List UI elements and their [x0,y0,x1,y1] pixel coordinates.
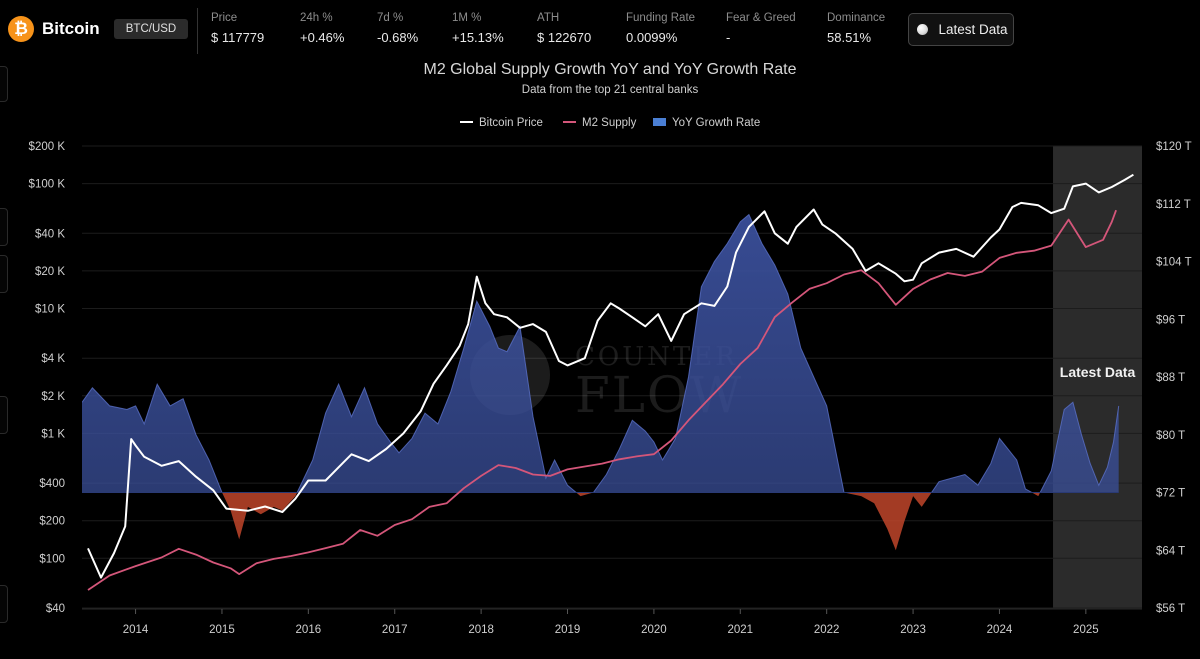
latest-data-label: Latest Data [938,22,1008,37]
stat-value: +0.46% [300,30,345,45]
right-axis-tick-label: $112 T [1156,199,1191,211]
stat-label: Funding Rate [626,12,696,24]
left-axis-tick-label: $400 [39,478,65,490]
right-axis-tick-label: $64 T [1156,545,1185,557]
left-axis-tick-label: $100 [39,553,65,565]
highlight-band-layer [1053,146,1142,608]
side-panel-tab[interactable] [0,208,8,246]
stat-label: ATH [537,12,560,24]
stat-label: 7d % [377,12,404,24]
right-axis-tick-label: $104 T [1156,257,1192,269]
x-axis-tick-label: 2016 [296,624,322,636]
stat-value: 0.0099% [626,30,678,45]
bitcoin-logo-icon: ₿ [8,16,34,42]
right-axis-tick-label: $80 T [1156,430,1185,442]
right-axis-tick-label: $96 T [1156,314,1185,326]
chart-title: M2 Global Supply Growth YoY and YoY Grow… [423,61,797,78]
stat-label: 24h % [300,12,333,24]
stat-price: Price $ 117779 [211,12,264,45]
x-axis-tick-label: 2018 [468,624,494,636]
x-axis-tick-label: 2025 [1073,624,1099,636]
right-axis-tick-label: $88 T [1156,372,1185,384]
stat-dominance: Dominance 58.51% [827,12,885,45]
side-panel-tab[interactable] [0,66,8,102]
legend-item-label: Bitcoin Price [479,117,543,129]
stat-24h: 24h % +0.46% [300,12,344,45]
legend: Bitcoin Price M2 Supply YoY Growth Rate [460,117,760,129]
growth-area-layer [82,213,1120,551]
x-axis-tick-label: 2020 [641,624,667,636]
latest-data-annotation: Latest Data [1060,364,1136,380]
left-axis-tick-label: $200 [39,516,65,528]
stat-fear-greed: Fear & Greed - [726,12,796,45]
stat-value: -0.68% [377,30,419,45]
stat-label: Fear & Greed [726,12,796,24]
stat-funding-rate: Funding Rate 0.0099% [626,12,695,45]
x-axis-tick-label: 2014 [123,624,149,636]
growth-area-positive [82,214,1119,493]
side-panel-tab[interactable] [0,396,8,434]
stat-value: $ 122670 [537,30,592,45]
coin-name[interactable]: Bitcoin [42,19,100,38]
x-axis-tick-label: 2019 [555,624,581,636]
stat-1m: 1M % +15.13% [452,12,504,45]
stat-7d: 7d % -0.68% [377,12,418,45]
x-axis-tick-label: 2017 [382,624,408,636]
moon-icon [917,24,928,35]
x-axis-tick-label: 2015 [209,624,235,636]
stat-label: 1M % [452,12,482,24]
right-axis-tick-label: $72 T [1156,488,1185,500]
side-panel-tab[interactable] [0,255,8,293]
x-axis-tick-label: 2024 [987,624,1013,636]
left-axis-tick-label: $20 K [35,266,65,278]
legend-item-label: M2 Supply [582,117,637,129]
left-axis-tick-label: $100 K [29,179,66,191]
header-divider [197,8,198,54]
stat-label: Dominance [827,12,886,24]
x-axis-tick-label: 2021 [727,624,753,636]
right-axis-tick-label: $120 T [1156,141,1192,153]
left-axis-tick-label: $10 K [35,303,65,315]
left-axis-tick-label: $1 K [41,428,65,440]
left-axis-tick-label: $40 [46,603,65,615]
left-axis-tick-label: $40 K [35,228,65,240]
left-axis-tick-label: $200 K [29,141,66,153]
x-axis-tick-label: 2022 [814,624,840,636]
stat-label: Price [211,12,238,24]
highlight-band [1053,146,1142,608]
legend-item-label: YoY Growth Rate [672,117,760,129]
left-axis-tick-label: $4 K [41,353,65,365]
latest-data-button[interactable]: Latest Data [908,13,1014,46]
right-axis-tick-label: $56 T [1156,603,1185,615]
x-axis-tick-label: 2023 [900,624,926,636]
legend-swatch [653,118,666,126]
growth-outline [82,213,1120,493]
stat-value: - [726,30,731,45]
annotation-layer: Latest Data [1060,364,1136,380]
chart-subtitle: Data from the top 21 central banks [521,84,699,96]
stat-ath: ATH $ 122670 [537,12,591,45]
line-layer [87,173,1134,591]
stat-value: +15.13% [452,30,504,45]
ticker-header: ₿ Bitcoin BTC/USD Price $ 117779 24h % +… [0,0,1200,62]
bitcoin-price-line [87,173,1134,579]
stat-value: $ 117779 [211,30,265,45]
left-axis-tick-label: $2 K [41,391,65,403]
pair-badge[interactable]: BTC/USD [114,19,188,39]
axis-layer: $40 $100 $200 $400 $1 K $2 K $4 K $10 K $20 K $40… [29,141,1192,636]
m2-supply-line [87,209,1117,591]
stat-value: 58.51% [827,30,872,45]
side-panel-tab[interactable] [0,585,8,623]
